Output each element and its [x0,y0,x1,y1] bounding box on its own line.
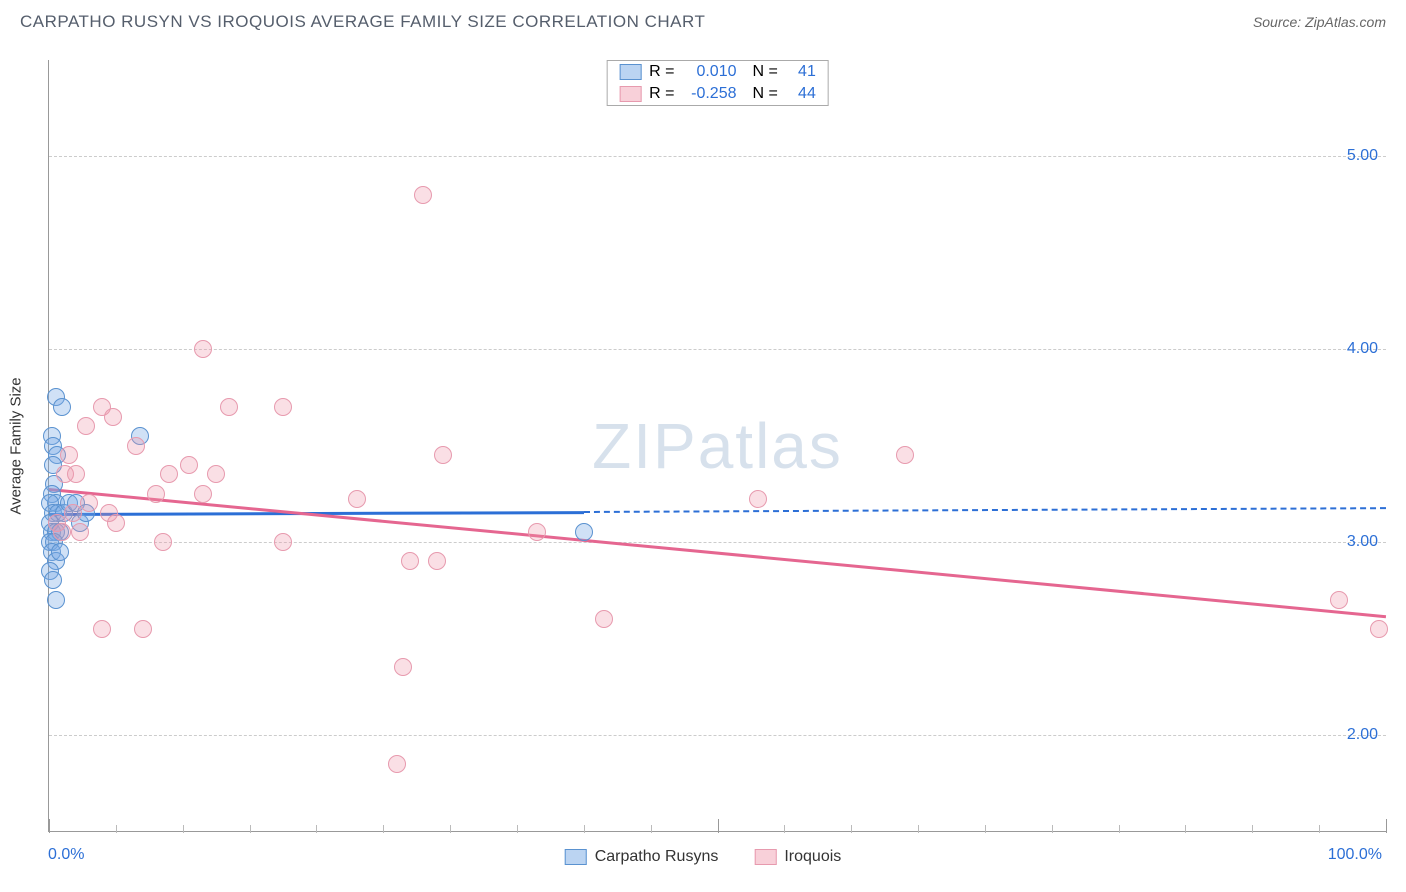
stats-legend: R = 0.010 N = 41 R = -0.258 N = 44 [606,60,829,106]
x-tick-minor [1185,825,1186,833]
data-point [1370,620,1388,638]
data-point [147,485,165,503]
gridline [49,349,1386,350]
legend-item-2: Iroquois [754,848,841,866]
data-point [104,408,122,426]
x-tick-minor [985,825,986,833]
data-point [77,417,95,435]
stats-row-series-1: R = 0.010 N = 41 [607,61,828,83]
data-point [207,465,225,483]
x-axis-min-label: 0.0% [48,846,84,864]
x-tick-minor [183,825,184,833]
r-value-2: -0.258 [683,85,737,103]
data-point [401,552,419,570]
data-point [60,446,78,464]
series-legend: Carpatho Rusyns Iroquois [565,848,842,866]
data-point [47,591,65,609]
data-point [1330,591,1348,609]
x-tick-minor [584,825,585,833]
x-tick-minor [918,825,919,833]
x-tick-major [49,819,50,833]
x-tick-minor [1119,825,1120,833]
data-point [274,398,292,416]
data-point [154,533,172,551]
data-point [64,504,82,522]
watermark-text: ZIPatlas [592,409,843,483]
data-point [80,494,98,512]
data-point [595,610,613,628]
x-tick-minor [450,825,451,833]
x-tick-minor [250,825,251,833]
data-point [127,437,145,455]
data-point [194,485,212,503]
chart-title: CARPATHO RUSYN VS IROQUOIS AVERAGE FAMIL… [20,12,705,32]
x-tick-minor [316,825,317,833]
data-point [528,523,546,541]
x-tick-minor [116,825,117,833]
data-point [749,490,767,508]
gridline [49,735,1386,736]
x-tick-minor [1252,825,1253,833]
legend-swatch-1 [565,849,587,865]
swatch-series-1 [619,64,641,80]
gridline [49,156,1386,157]
x-tick-minor [851,825,852,833]
data-point [53,523,71,541]
y-tick-label: 5.00 [1347,147,1378,165]
data-point [388,755,406,773]
x-tick-minor [1052,825,1053,833]
data-point [434,446,452,464]
chart-header: CARPATHO RUSYN VS IROQUOIS AVERAGE FAMIL… [0,0,1406,40]
scatter-chart: ZIPatlas R = 0.010 N = 41 R = -0.258 N =… [48,60,1386,832]
data-point [220,398,238,416]
y-tick-label: 4.00 [1347,340,1378,358]
data-point [428,552,446,570]
data-point [134,620,152,638]
data-point [575,523,593,541]
data-point [160,465,178,483]
data-point [93,620,111,638]
y-tick-label: 3.00 [1347,533,1378,551]
legend-swatch-2 [754,849,776,865]
data-point [51,543,69,561]
swatch-series-2 [619,86,641,102]
n-value-2: 44 [786,85,816,103]
data-point [896,446,914,464]
data-point [53,398,71,416]
x-tick-minor [1319,825,1320,833]
data-point [348,490,366,508]
source-attribution: Source: ZipAtlas.com [1253,14,1386,30]
data-point [100,504,118,522]
x-tick-major [1386,819,1387,833]
legend-item-1: Carpatho Rusyns [565,848,719,866]
y-tick-label: 2.00 [1347,726,1378,744]
r-value-1: 0.010 [683,63,737,81]
data-point [414,186,432,204]
data-point [194,340,212,358]
x-tick-minor [651,825,652,833]
x-tick-minor [383,825,384,833]
stats-row-series-2: R = -0.258 N = 44 [607,83,828,105]
n-value-1: 41 [786,63,816,81]
data-point [180,456,198,474]
x-tick-minor [517,825,518,833]
data-point [274,533,292,551]
data-point [44,571,62,589]
x-tick-minor [784,825,785,833]
x-axis-max-label: 100.0% [1328,846,1382,864]
data-point [67,465,85,483]
x-tick-major [718,819,719,833]
data-point [394,658,412,676]
trend-line [584,507,1386,513]
y-axis-label: Average Family Size [8,377,25,514]
data-point [71,523,89,541]
gridline [49,542,1386,543]
